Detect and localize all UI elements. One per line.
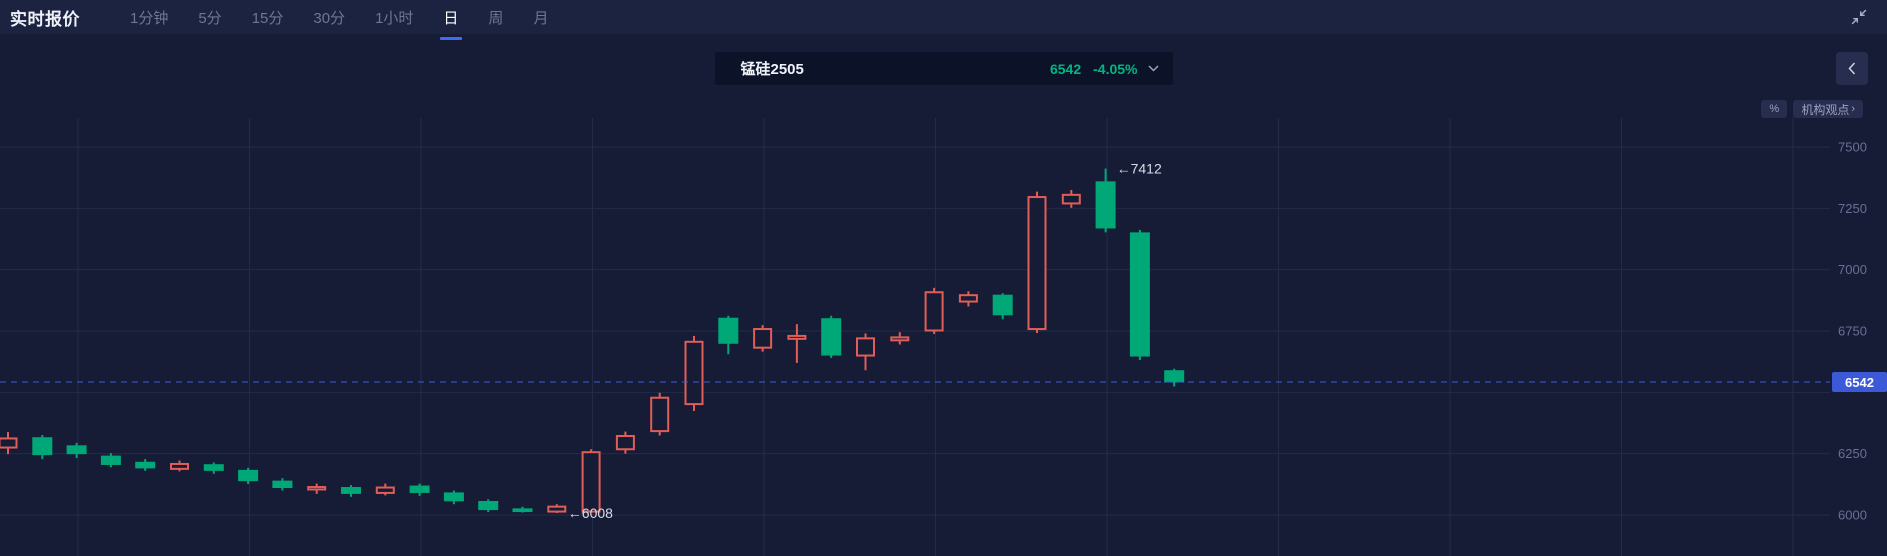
candle-body-down — [1164, 370, 1185, 383]
chevron-right-icon: › — [1851, 103, 1855, 115]
candle-body-up — [753, 328, 773, 349]
candle-body-up — [375, 486, 395, 494]
chevron-left-icon — [1848, 62, 1856, 75]
symbol-price: 6542 — [1049, 60, 1082, 77]
candle-body-down — [238, 469, 259, 482]
candle-body-down — [478, 501, 499, 511]
timeframe-tabs: 1分钟 5分 15分 30分 1小时 日 周 月 — [130, 1, 548, 34]
y-axis-label: 6250 — [1838, 446, 1867, 461]
price-annotation: ←7412 — [1117, 161, 1162, 177]
collapse-window-icon[interactable] — [1851, 9, 1867, 25]
candle-body-down — [718, 317, 739, 344]
candle-body-up — [1061, 193, 1081, 205]
chart-tools: % 机构观点 › — [1761, 100, 1863, 118]
candle-body-up — [787, 334, 807, 340]
candle-body-up — [924, 291, 944, 332]
candle-body-down — [66, 445, 87, 455]
candle-body-down — [1095, 181, 1116, 229]
price-annotation: ←6008 — [568, 505, 613, 521]
candle-body-up — [684, 340, 704, 406]
current-price-badge: 6542 — [1832, 372, 1887, 393]
candle-body-up — [0, 437, 18, 449]
tab-15min[interactable]: 15分 — [251, 9, 284, 27]
percent-indicator-icon[interactable]: % — [1761, 100, 1788, 118]
symbol-selector[interactable]: 锰硅2505 6542 -4.05% — [714, 52, 1173, 85]
symbol-name: 锰硅2505 — [740, 61, 804, 78]
y-axis-label: 7500 — [1838, 140, 1867, 155]
candle-body-up — [856, 337, 875, 357]
candle-body-up — [1027, 196, 1047, 331]
y-axis-label: 7250 — [1838, 201, 1867, 216]
tab-30min[interactable]: 30分 — [313, 9, 346, 27]
candle-body-up — [615, 435, 635, 451]
candle-body-up — [581, 451, 601, 513]
candle-body-up — [650, 396, 670, 433]
candle-body-down — [821, 318, 842, 356]
page-title: 实时报价 — [10, 9, 80, 29]
toolbar: 实时报价 1分钟 5分 15分 30分 1小时 日 周 月 — [0, 0, 1887, 34]
tab-1hour[interactable]: 1小时 — [375, 9, 414, 27]
symbol-change: -4.05% — [1093, 60, 1138, 77]
tab-day[interactable]: 日 — [443, 1, 458, 34]
candle-body-down — [272, 480, 293, 489]
candle-body-down — [992, 294, 1013, 316]
candle-body-up — [547, 505, 567, 513]
candle-body-down — [409, 485, 430, 493]
tab-1min[interactable]: 1分钟 — [130, 9, 169, 27]
candle-body-up — [307, 486, 327, 491]
institution-view-button[interactable]: 机构观点 › — [1793, 100, 1863, 118]
candle-body-up — [890, 336, 910, 342]
institution-view-label: 机构观点 — [1801, 102, 1850, 117]
y-axis-label: 7000 — [1838, 262, 1867, 277]
tab-month[interactable]: 月 — [533, 9, 549, 27]
candle-body-down — [341, 487, 361, 494]
candle-body-down — [135, 461, 156, 469]
collapse-panel-button[interactable] — [1836, 52, 1868, 85]
candle-body-down — [32, 437, 53, 456]
tab-5min[interactable]: 5分 — [198, 9, 222, 27]
candle-body-down — [100, 455, 121, 465]
candle-body-down — [443, 492, 464, 502]
tab-week[interactable]: 周 — [488, 9, 504, 27]
candle-body-down — [512, 508, 533, 513]
y-axis-label: 6000 — [1838, 508, 1867, 523]
candle-body-up — [170, 462, 189, 470]
candle-body-down — [1129, 232, 1150, 357]
y-axis-label: 6750 — [1838, 324, 1867, 339]
candle-body-down — [203, 464, 224, 471]
chevron-down-icon — [1147, 65, 1159, 72]
candle-body-up — [958, 294, 978, 303]
